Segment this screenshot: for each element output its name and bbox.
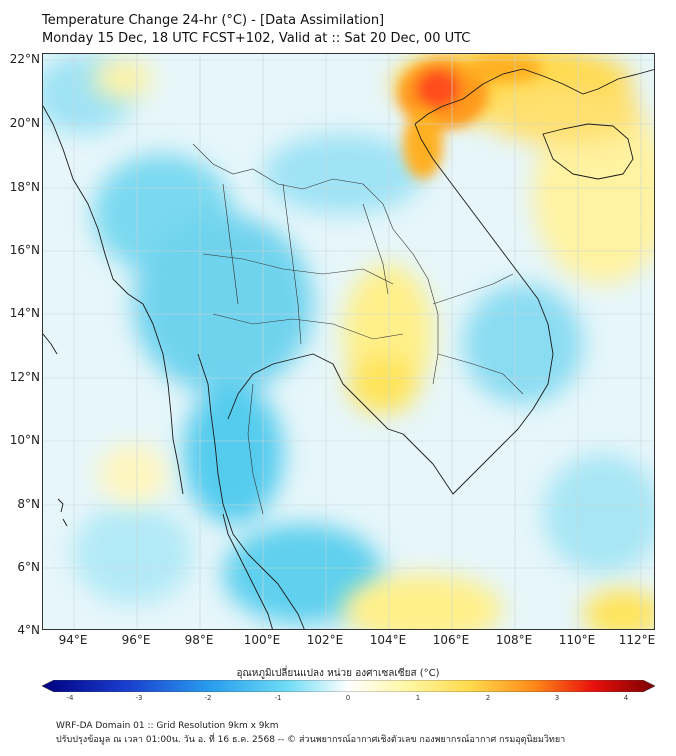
lon-label-96: 96°E [121,633,151,647]
lon-label-94: 94°E [58,633,88,647]
lat-label-12: 12°N [9,370,40,384]
colorbar [42,680,655,692]
lon-label-100: 100°E [243,633,281,647]
footer-line-2: ปรับปรุงข้อมูล ณ เวลา 01:00น. วัน อ. ที่… [56,735,566,745]
lon-label-106: 106°E [432,633,470,647]
lon-label-104: 104°E [369,633,407,647]
colorbar-tick-1: 1 [415,694,421,702]
lat-label-8: 8°N [17,497,40,511]
graticule [43,54,654,629]
colorbar-tick-0: 0 [345,694,351,702]
title-line-2: Monday 15 Dec, 18 UTC FCST+102, Valid at… [42,31,471,46]
lat-label-6: 6°N [17,560,40,574]
colorbar-title: อุณหภูมิเปลี่ยนแปลง หน่วย องศาเซลเซียส (… [236,668,440,679]
colorbar-tick--2: -2 [204,694,212,702]
map-panel [42,53,655,630]
coastlines [43,68,654,629]
lon-label-112: 112°E [618,633,656,647]
colorbar-tick-3: 3 [554,694,560,702]
colorbar-tick-2: 2 [485,694,491,702]
lat-label-10: 10°N [9,433,40,447]
hot-anomaly-core [398,55,543,179]
lat-label-20: 20°N [9,116,40,130]
lon-label-110: 110°E [558,633,596,647]
footer-line-1: WRF-DA Domain 01 :: Grid Resolution 9km … [56,721,279,731]
lon-label-108: 108°E [495,633,533,647]
admin-boundaries [192,143,524,515]
lat-label-4: 4°N [17,623,40,637]
map-title: Temperature Change 24-hr (°C) - [Data As… [42,12,470,48]
lat-label-22: 22°N [9,52,40,66]
colorbar-tick--4: -4 [66,694,74,702]
colorbar-tick-4: 4 [623,694,629,702]
lat-label-18: 18°N [9,180,40,194]
footer-credits: WRF-DA Domain 01 :: Grid Resolution 9km … [56,719,565,747]
temperature-field-map [43,54,654,629]
lon-label-102: 102°E [306,633,344,647]
lon-label-98: 98°E [184,633,214,647]
lat-label-14: 14°N [9,306,40,320]
title-line-1: Temperature Change 24-hr (°C) - [Data As… [42,13,385,28]
colorbar-tick--3: -3 [135,694,143,702]
colorbar-tick--1: -1 [274,694,282,702]
lat-label-16: 16°N [9,243,40,257]
